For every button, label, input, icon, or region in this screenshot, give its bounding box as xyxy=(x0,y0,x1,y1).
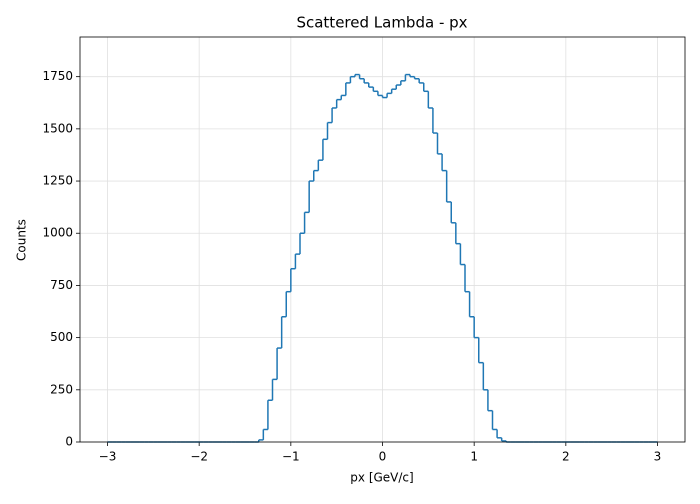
y-tick-label: 500 xyxy=(50,330,73,344)
x-tick-label: 3 xyxy=(654,450,662,464)
y-tick-label: 1000 xyxy=(42,226,73,240)
x-tick-label: −3 xyxy=(99,450,117,464)
y-tick-label: 1750 xyxy=(42,69,73,83)
x-tick-label: 0 xyxy=(379,450,387,464)
y-axis-label: Counts xyxy=(15,219,29,261)
plot-frame xyxy=(79,36,686,443)
y-tick-label: 750 xyxy=(50,278,73,292)
y-tick-label: 1250 xyxy=(42,174,73,188)
x-tick-label: −2 xyxy=(190,450,208,464)
x-tick-label: 2 xyxy=(562,450,570,464)
x-tick-label: 1 xyxy=(470,450,478,464)
x-axis-label: px [GeV/c] xyxy=(350,471,413,485)
y-tick-label: 0 xyxy=(65,435,73,449)
y-tick-label: 1500 xyxy=(42,121,73,135)
x-tick-label: −1 xyxy=(282,450,300,464)
y-tick-label: 250 xyxy=(50,382,73,396)
chart-title: Scattered Lambda - px xyxy=(296,14,467,32)
